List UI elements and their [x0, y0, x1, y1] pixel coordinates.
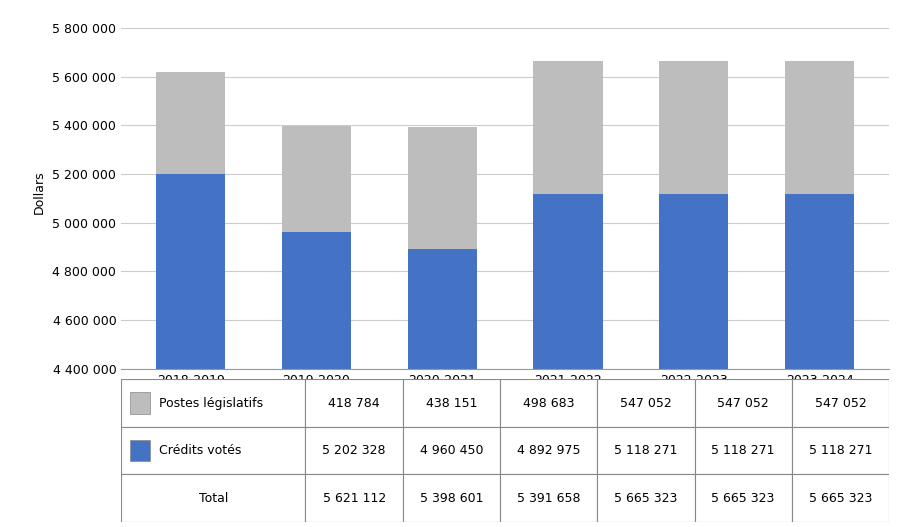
Bar — [402, 379, 500, 427]
Bar — [533, 61, 603, 194]
Text: 5 665 323: 5 665 323 — [809, 492, 872, 504]
Bar — [792, 379, 889, 427]
Bar — [500, 427, 597, 474]
Bar — [121, 379, 305, 427]
Text: 5 118 271: 5 118 271 — [711, 444, 775, 457]
Bar — [402, 427, 500, 474]
Bar — [597, 427, 694, 474]
Text: 418 784: 418 784 — [329, 397, 380, 409]
Bar — [305, 427, 402, 474]
Bar — [282, 126, 351, 232]
Bar — [694, 474, 792, 522]
Text: Total: Total — [198, 492, 228, 504]
Bar — [121, 427, 305, 474]
Bar — [785, 61, 854, 194]
Text: 547 052: 547 052 — [814, 397, 867, 409]
Bar — [282, 232, 351, 527]
Text: 5 118 271: 5 118 271 — [808, 444, 872, 457]
Bar — [156, 173, 225, 527]
Bar — [500, 474, 597, 522]
Text: 5 398 601: 5 398 601 — [419, 492, 483, 504]
Bar — [130, 440, 150, 461]
Text: 5 665 323: 5 665 323 — [614, 492, 678, 504]
Bar — [694, 427, 792, 474]
Bar — [408, 128, 477, 249]
Bar — [130, 393, 150, 414]
Text: 498 683: 498 683 — [523, 397, 575, 409]
Bar — [792, 427, 889, 474]
Text: 5 202 328: 5 202 328 — [322, 444, 386, 457]
Bar — [597, 474, 694, 522]
Bar — [156, 72, 225, 173]
Bar — [305, 474, 402, 522]
Bar — [597, 379, 694, 427]
Bar — [792, 474, 889, 522]
Bar — [305, 379, 402, 427]
Text: 4 892 975: 4 892 975 — [517, 444, 580, 457]
Text: 5 621 112: 5 621 112 — [322, 492, 386, 504]
Text: 547 052: 547 052 — [718, 397, 769, 409]
Text: 438 151: 438 151 — [426, 397, 477, 409]
Bar — [408, 249, 477, 527]
Bar — [500, 379, 597, 427]
Text: Crédits votés: Crédits votés — [159, 444, 242, 457]
Text: 5 665 323: 5 665 323 — [711, 492, 775, 504]
Text: 547 052: 547 052 — [620, 397, 672, 409]
Bar — [659, 61, 728, 194]
Text: 4 960 450: 4 960 450 — [419, 444, 483, 457]
Y-axis label: Dollars: Dollars — [32, 171, 46, 214]
Text: 5 118 271: 5 118 271 — [614, 444, 678, 457]
Bar — [785, 194, 854, 527]
Text: Postes législatifs: Postes législatifs — [159, 397, 263, 409]
Bar — [121, 474, 305, 522]
Bar — [659, 194, 728, 527]
Bar — [533, 194, 603, 527]
Bar — [402, 474, 500, 522]
Text: 5 391 658: 5 391 658 — [517, 492, 580, 504]
Bar — [694, 379, 792, 427]
